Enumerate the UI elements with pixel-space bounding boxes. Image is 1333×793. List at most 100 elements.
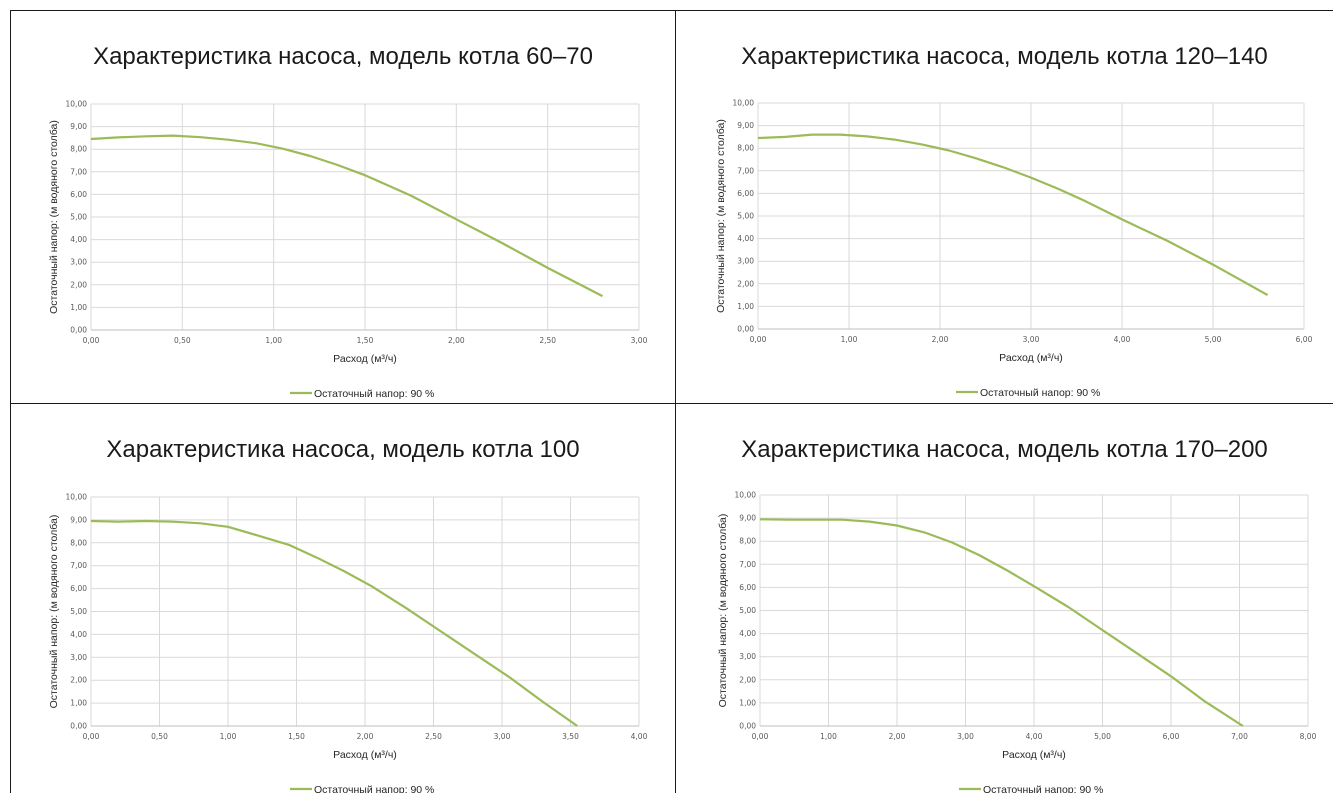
x-tick-label: 6,00 [1163,732,1180,741]
legend-label: Остаточный напор: 90 % [980,387,1100,399]
legend-label: Остаточный напор: 90 % [314,388,434,400]
y-tick-label: 7,00 [70,167,87,176]
x-tick-label: 4,00 [631,732,648,741]
chart-title: Характеристика насоса, модель котла 60–7… [93,43,593,70]
x-tick-label: 3,00 [957,732,974,741]
series-line [759,518,1244,727]
chart-title: Характеристика насоса, модель котла 170–… [741,436,1268,463]
x-tick-label: 2,50 [539,336,556,345]
y-axis-label: Остаточный напор: (м водяного столба) [717,514,729,708]
x-tick-label: 1,00 [841,335,858,344]
x-tick-label: 2,00 [448,336,465,345]
chart-svg: 0,00 1,00 2,00 3,00 4,00 5,00 6,00 7,00 8,00 9,00… [715,99,1313,400]
y-tick-label: 9,00 [737,121,754,130]
y-axis-label: Остаточный напор: (м водяного столба) [715,119,727,313]
x-axis-label: Расход (м³/ч) [999,352,1063,364]
y-tick-label: 0,00 [70,722,87,731]
x-tick-label: 1,00 [265,336,282,345]
x-tick-label: 1,00 [220,732,237,741]
chart-panel-2: Характеристика насоса, модель котла 120–… [676,11,1333,403]
chart-svg: 0,00 1,00 2,00 3,00 4,00 5,00 6,00 7,00 8,00 9,00… [48,493,648,793]
charts-grid: Характеристика насоса, модель котла 60–7… [10,10,1333,793]
y-tick-label: 1,00 [739,698,756,707]
x-axis-label: Расход (м³/ч) [1002,749,1066,761]
y-tick-label: 10,00 [733,99,755,108]
y-tick-label: 10,00 [66,493,88,502]
y-tick-label: 10,00 [66,100,88,109]
x-tick-label: 6,00 [1296,335,1313,344]
y-tick-label: 1,00 [70,699,87,708]
x-tick-label: 2,50 [425,732,442,741]
chart-panel-3: Характеристика насоса, модель котла 100 … [11,404,675,793]
series-line [757,133,1269,297]
x-tick-label: 2,00 [932,335,949,344]
x-tick-label: 4,00 [1026,732,1043,741]
y-tick-label: 3,00 [737,257,754,266]
y-tick-label: 9,00 [739,514,756,523]
y-tick-label: 6,00 [739,583,756,592]
y-tick-label: 1,00 [737,302,754,311]
x-tick-label: 0,50 [151,732,168,741]
x-tick-label: 0,00 [83,732,100,741]
x-tick-label: 2,00 [889,732,906,741]
chart-svg: 0,00 1,00 2,00 3,00 4,00 5,00 6,00 7,00 8,00 9,00… [717,491,1317,793]
y-tick-label: 4,00 [70,630,87,639]
y-tick-label: 4,00 [70,235,87,244]
divider-vertical [675,10,676,793]
y-tick-label: 2,00 [70,280,87,289]
series-line [90,134,604,298]
y-tick-label: 8,00 [70,145,87,154]
y-tick-label: 9,00 [70,122,87,131]
y-tick-label: 10,00 [735,491,757,500]
x-tick-label: 0,00 [750,335,767,344]
y-tick-label: 5,00 [739,606,756,615]
y-tick-label: 0,00 [737,325,754,334]
y-tick-label: 0,00 [739,722,756,731]
y-tick-label: 0,00 [70,326,87,335]
y-tick-label: 2,00 [70,676,87,685]
x-tick-label: 0,00 [83,336,100,345]
y-tick-label: 5,00 [70,213,87,222]
x-tick-label: 3,00 [631,336,648,345]
divider-horizontal [10,403,1333,404]
border-left [10,10,11,793]
x-tick-label: 1,50 [357,336,374,345]
series-line [90,519,578,727]
chart-panel-1: Характеристика насоса, модель котла 60–7… [11,11,675,403]
y-tick-label: 4,00 [737,234,754,243]
legend-label: Остаточный напор: 90 % [314,784,434,793]
x-tick-label: 3,00 [494,732,511,741]
x-tick-label: 8,00 [1300,732,1317,741]
y-axis-label: Остаточный напор: (м водяного столба) [48,120,60,314]
y-tick-label: 8,00 [70,538,87,547]
chart-panel-4: Характеристика насоса, модель котла 170–… [676,404,1333,793]
x-axis-label: Расход (м³/ч) [333,749,397,761]
y-tick-label: 3,00 [70,258,87,267]
y-tick-label: 3,00 [739,652,756,661]
legend-label: Остаточный напор: 90 % [983,784,1103,793]
x-tick-label: 0,00 [752,732,769,741]
border-top [10,10,1333,11]
y-tick-label: 6,00 [70,190,87,199]
y-tick-label: 6,00 [70,584,87,593]
x-tick-label: 1,50 [288,732,305,741]
y-tick-label: 8,00 [739,537,756,546]
x-tick-label: 4,00 [1114,335,1131,344]
x-tick-label: 3,00 [1023,335,1040,344]
x-tick-label: 1,00 [820,732,837,741]
chart-title: Характеристика насоса, модель котла 100 [106,436,580,463]
x-tick-label: 7,00 [1231,732,1248,741]
y-tick-label: 4,00 [739,629,756,638]
y-tick-label: 7,00 [739,560,756,569]
y-tick-label: 5,00 [70,607,87,616]
y-tick-label: 9,00 [70,515,87,524]
chart-title: Характеристика насоса, модель котла 120–… [741,43,1268,70]
y-tick-label: 7,00 [737,166,754,175]
y-tick-label: 3,00 [70,653,87,662]
y-tick-label: 7,00 [70,561,87,570]
y-axis-label: Остаточный напор: (м водяного столба) [48,515,60,709]
x-tick-label: 5,00 [1205,335,1222,344]
y-tick-label: 6,00 [737,189,754,198]
x-tick-label: 2,00 [357,732,374,741]
x-tick-label: 5,00 [1094,732,1111,741]
